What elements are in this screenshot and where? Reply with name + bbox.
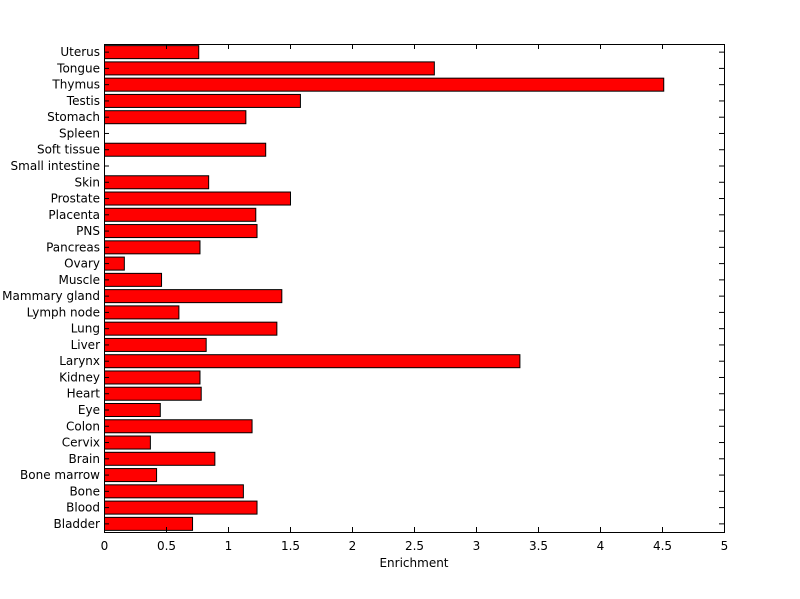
bar (104, 45, 200, 60)
x-tick-label: 2 (349, 539, 357, 553)
bar (104, 305, 180, 320)
bar (104, 61, 435, 76)
y-tick-label: Pancreas (46, 240, 100, 254)
y-tick-label: Skin (74, 175, 100, 189)
bar (104, 191, 291, 206)
bars-layer (104, 45, 665, 531)
x-tick-label: 3 (473, 539, 481, 553)
bar (104, 240, 201, 255)
bar (104, 272, 163, 287)
bar (104, 516, 194, 531)
y-tick-label: Soft tissue (37, 143, 100, 157)
y-tick-label: Uterus (60, 45, 100, 59)
y-tick-label: Blood (66, 501, 100, 515)
bar (104, 402, 161, 418)
bar (104, 468, 158, 483)
bar (104, 500, 258, 515)
y-tick-label: Thymus (51, 78, 100, 92)
bar (104, 77, 665, 92)
y-tick-label: Colon (66, 419, 100, 433)
bar (104, 386, 202, 401)
bar (104, 224, 258, 239)
y-tick-label: Heart (67, 387, 101, 401)
bar (104, 484, 244, 499)
y-tick-label: PNS (76, 224, 100, 238)
y-tick-label: Spleen (59, 126, 100, 140)
y-tick-label: Eye (78, 403, 100, 417)
y-tick-label: Testis (66, 94, 100, 108)
bar (104, 93, 301, 108)
x-axis-title: Enrichment (379, 556, 448, 570)
x-tick-label: 0.5 (157, 539, 176, 553)
bar (104, 289, 283, 304)
y-tick-label: Stomach (47, 110, 100, 124)
bar (104, 110, 247, 125)
bar (104, 321, 278, 336)
y-tick-label: Mammary gland (2, 289, 100, 303)
y-tick-label: Bladder (54, 517, 101, 531)
bar (104, 207, 257, 222)
bar (104, 370, 201, 385)
x-tick-label: 3.5 (529, 539, 548, 553)
x-tick-label: 1.5 (281, 539, 300, 553)
x-tick-label: 4 (597, 539, 605, 553)
y-tick-label: Lung (71, 322, 100, 336)
y-tick-label: Bone (69, 484, 100, 498)
x-tick-label: 1 (225, 539, 233, 553)
y-tick-label: Kidney (59, 370, 100, 384)
bar (104, 419, 253, 434)
x-tick-label: 2.5 (405, 539, 424, 553)
bar (104, 451, 216, 466)
bar (104, 435, 151, 450)
x-tick-label: 5 (721, 539, 729, 553)
labels-layer: Bladder Blood Bone Bone marrow Brain Cervix Co… (2, 45, 728, 553)
y-tick-label: Prostate (51, 192, 100, 206)
bar (104, 354, 521, 369)
y-tick-label: Muscle (58, 273, 100, 287)
y-tick-label: Cervix (62, 436, 100, 450)
y-tick-label: Placenta (48, 208, 100, 222)
x-tick-label: 4.5 (653, 539, 672, 553)
y-tick-label: Small intestine (11, 159, 100, 173)
bar (104, 142, 267, 157)
x-tick-label: 0 (101, 539, 109, 553)
y-tick-label: Brain (69, 452, 100, 466)
y-tick-label: Larynx (59, 354, 100, 368)
y-tick-label: Lymph node (27, 305, 100, 319)
bar (104, 175, 210, 190)
y-tick-label: Ovary (64, 257, 100, 271)
bar (104, 337, 207, 352)
y-tick-label: Liver (71, 338, 101, 352)
y-tick-label: Tongue (56, 61, 100, 75)
plot-frame (104, 44, 725, 533)
y-tick-label: Bone marrow (20, 468, 100, 482)
